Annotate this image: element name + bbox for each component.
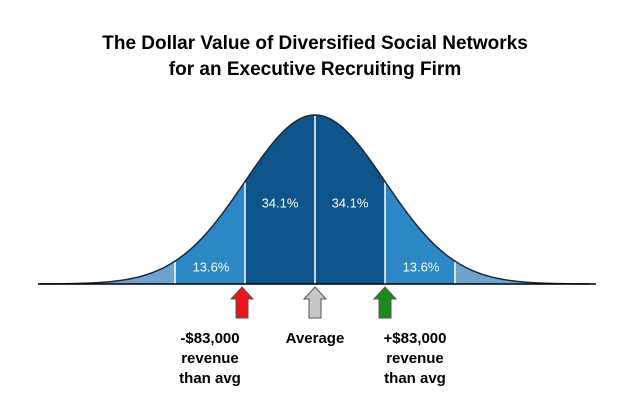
arrow [302, 286, 328, 319]
curve-outline [40, 114, 590, 285]
region-label: 34.1% [262, 195, 299, 210]
marker-label: -$83,000 [180, 330, 239, 347]
curve [40, 114, 590, 285]
marker-label: +$83,000 [384, 330, 447, 347]
title-line: for an Executive Recruiting Firm [169, 59, 461, 80]
marker-label: than avg [179, 370, 241, 387]
marker-label: than avg [384, 370, 446, 387]
marker-label: revenue [181, 350, 239, 367]
marker-label: revenue [386, 350, 444, 367]
arrows [229, 286, 398, 319]
arrow [372, 286, 398, 319]
arrow [229, 286, 255, 319]
title-line: The Dollar Value of Diversified Social N… [102, 33, 528, 54]
region-label: 13.6% [403, 259, 440, 274]
marker-label: Average [286, 330, 345, 347]
curve-region [40, 261, 175, 284]
region-label: 34.1% [332, 195, 369, 210]
curve-region [455, 261, 590, 284]
region-label: 13.6% [193, 259, 230, 274]
